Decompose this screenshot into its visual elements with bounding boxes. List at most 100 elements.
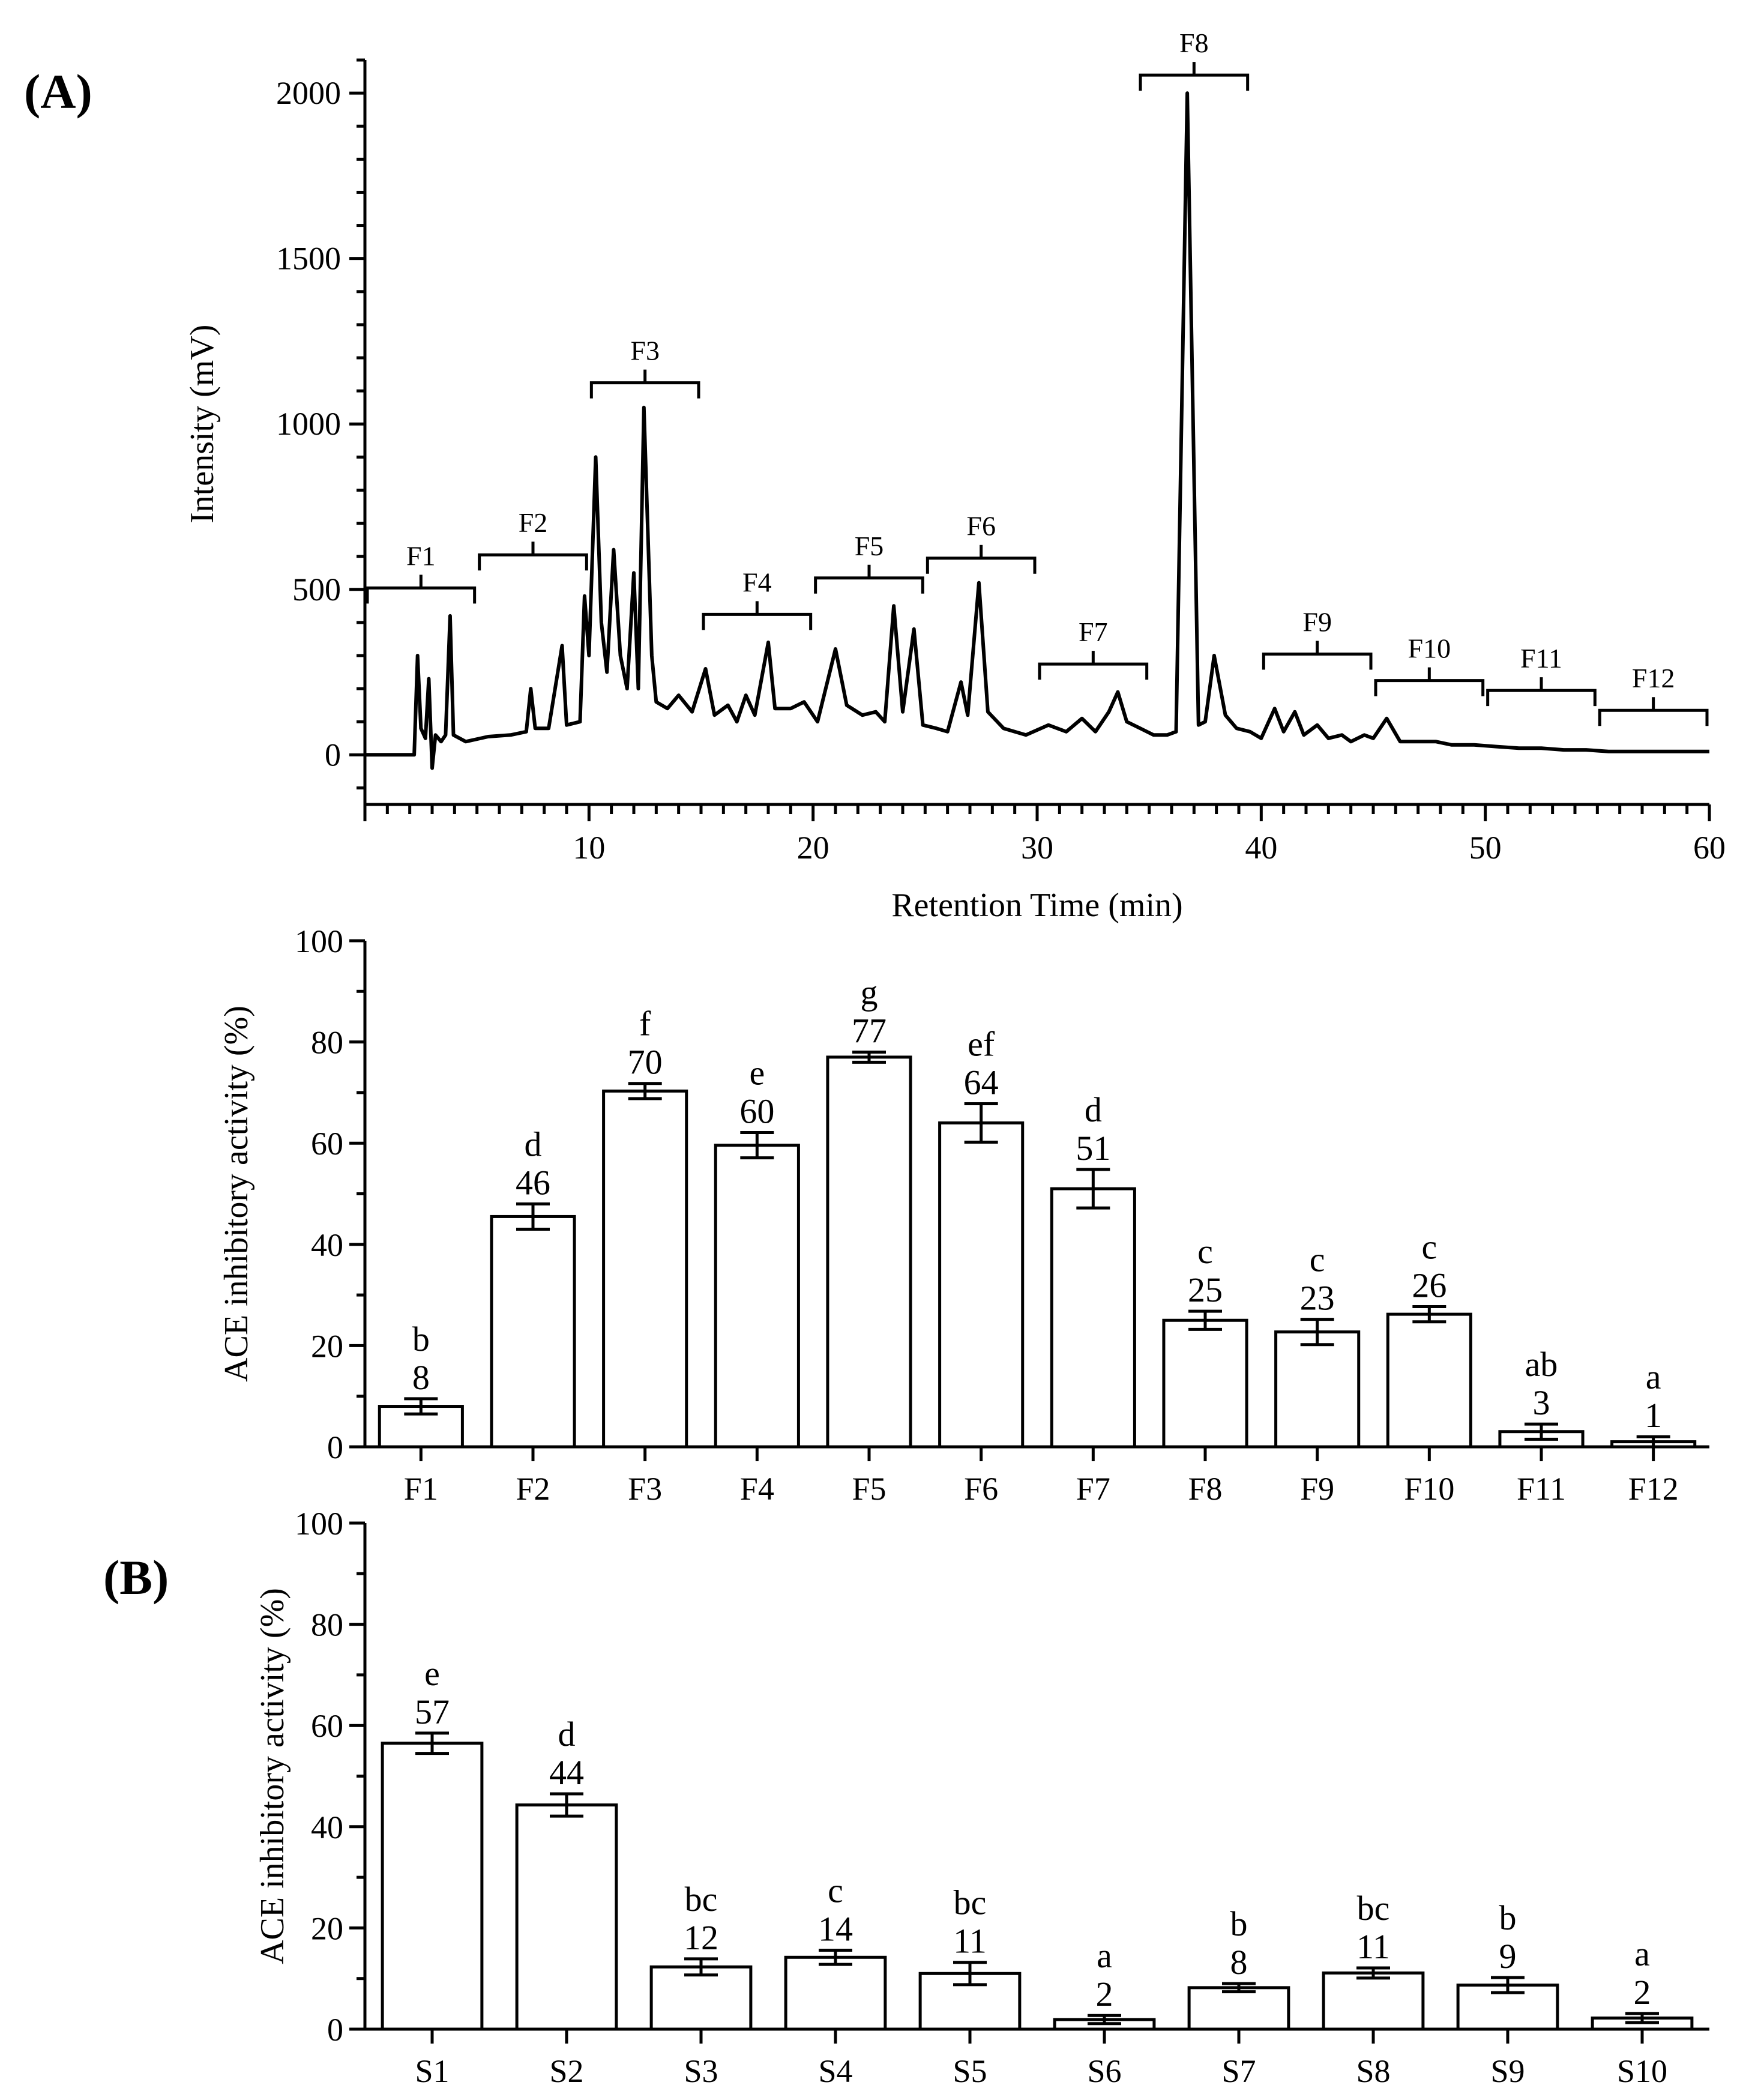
significance-letter: c bbox=[1197, 1232, 1213, 1271]
y-tick-label: 60 bbox=[311, 1708, 343, 1744]
x-tick-label: S3 bbox=[684, 2053, 718, 2089]
data-label: 51 bbox=[1076, 1129, 1110, 1168]
fraction-bracket bbox=[814, 564, 924, 594]
data-label: 77 bbox=[852, 1011, 887, 1050]
fraction-label: F12 bbox=[1632, 663, 1675, 693]
significance-letter: d bbox=[558, 1715, 576, 1754]
data-label: 11 bbox=[953, 1922, 987, 1961]
data-label: 64 bbox=[964, 1063, 999, 1102]
fraction-bracket bbox=[926, 545, 1037, 574]
fraction-label: F11 bbox=[1520, 643, 1562, 674]
data-label: 26 bbox=[1412, 1266, 1446, 1305]
x-tick-label: F10 bbox=[1404, 1471, 1454, 1507]
x-tick-label: F7 bbox=[1076, 1471, 1110, 1507]
significance-letter: f bbox=[639, 1004, 651, 1043]
bar bbox=[381, 1742, 484, 2031]
fraction-label: F7 bbox=[1079, 617, 1108, 647]
x-tick-label: F2 bbox=[516, 1471, 550, 1507]
x-tick-label: 10 bbox=[573, 830, 605, 866]
significance-letter: c bbox=[1310, 1240, 1325, 1279]
significance-letter: bc bbox=[954, 1883, 987, 1922]
fraction-bracket bbox=[1598, 697, 1709, 726]
x-tick-label: F12 bbox=[1628, 1471, 1679, 1507]
y-axis-title: ACE inhibitory activity (%) bbox=[218, 1006, 255, 1382]
panel-label: (A) bbox=[24, 64, 92, 119]
data-label: 2 bbox=[1096, 1975, 1113, 2014]
x-tick-label: F5 bbox=[852, 1471, 886, 1507]
significance-letter: b bbox=[1230, 1904, 1248, 1943]
x-tick-label: S1 bbox=[415, 2053, 449, 2089]
y-tick-label: 1500 bbox=[276, 241, 341, 277]
x-tick-label: S2 bbox=[549, 2053, 583, 2089]
fraction-label: F5 bbox=[855, 531, 884, 561]
fraction-label: F1 bbox=[406, 540, 436, 571]
bar bbox=[784, 1955, 887, 2031]
y-axis-title: Intensity (mV) bbox=[184, 325, 221, 523]
y-axis-title: ACE inhibitory activity (%) bbox=[254, 1588, 291, 1964]
data-label: 11 bbox=[1356, 1927, 1390, 1966]
data-label: 12 bbox=[684, 1918, 718, 1957]
fraction-label: F4 bbox=[742, 567, 772, 597]
chromatogram-panel: (A) 0 500 1000 1500 2000 10 20 30 40 50 60 Retention… bbox=[24, 28, 1726, 924]
significance-letter: bc bbox=[685, 1880, 718, 1919]
significance-letter: e bbox=[749, 1053, 765, 1092]
data-label: 8 bbox=[1230, 1943, 1248, 1982]
data-label: 9 bbox=[1499, 1937, 1517, 1976]
data-label: 60 bbox=[739, 1091, 774, 1130]
fraction-label: F3 bbox=[630, 336, 660, 366]
bar bbox=[1322, 1971, 1425, 2031]
data-label: 70 bbox=[628, 1043, 663, 1082]
chromatogram-line bbox=[365, 91, 1709, 770]
x-tick-label: S9 bbox=[1490, 2053, 1525, 2089]
x-tick-label: S5 bbox=[953, 2053, 987, 2089]
x-axis-title: Retention Time (min) bbox=[891, 887, 1182, 924]
fraction-bracket bbox=[589, 369, 700, 399]
significance-letter: ef bbox=[968, 1024, 995, 1063]
significance-letter: bc bbox=[1357, 1889, 1390, 1928]
fraction-label: F10 bbox=[1408, 633, 1451, 664]
fraction-label: F6 bbox=[966, 511, 996, 542]
fraction-label: F9 bbox=[1302, 607, 1332, 638]
x-tick-label: F9 bbox=[1300, 1471, 1334, 1507]
x-tick-label: F6 bbox=[964, 1471, 998, 1507]
y-tick-label: 0 bbox=[327, 1429, 343, 1465]
bar bbox=[826, 1055, 912, 1449]
x-tick-label: F8 bbox=[1188, 1471, 1222, 1507]
x-tick-label: 50 bbox=[1469, 830, 1502, 866]
y-tick-label: 500 bbox=[292, 572, 341, 608]
fraction-label: F2 bbox=[519, 507, 548, 538]
y-tick-label: 40 bbox=[311, 1227, 343, 1263]
fraction-bracket bbox=[1262, 641, 1373, 670]
bar bbox=[515, 1803, 618, 2031]
fraction-bracket bbox=[1139, 62, 1250, 91]
fraction-bracket bbox=[478, 542, 588, 571]
significance-letter: d bbox=[1085, 1090, 1102, 1129]
fraction-bracket bbox=[702, 601, 813, 630]
significance-letter: b bbox=[412, 1320, 430, 1359]
x-tick-label: F1 bbox=[404, 1471, 438, 1507]
fraction-bracket bbox=[1486, 677, 1597, 707]
data-label: 14 bbox=[818, 1909, 853, 1948]
x-tick-label: F3 bbox=[628, 1471, 662, 1507]
y-tick-label: 100 bbox=[295, 923, 343, 959]
bar bbox=[1187, 1986, 1290, 2031]
x-tick-label: S4 bbox=[818, 2053, 852, 2089]
data-label: 2 bbox=[1634, 1973, 1651, 2012]
fraction-bracket bbox=[1038, 651, 1149, 680]
bar bbox=[602, 1089, 688, 1449]
significance-letter: a bbox=[1097, 1936, 1112, 1975]
bar bbox=[1162, 1318, 1248, 1449]
y-tick-label: 0 bbox=[325, 737, 341, 773]
x-tick-label: F11 bbox=[1517, 1471, 1566, 1507]
x-tick-label: S6 bbox=[1087, 2053, 1121, 2089]
x-tick-label: S8 bbox=[1356, 2053, 1390, 2089]
y-tick-label: 40 bbox=[311, 1809, 343, 1845]
y-tick-label: 100 bbox=[295, 1506, 343, 1542]
x-tick-label: F4 bbox=[740, 1471, 774, 1507]
significance-letter: g bbox=[861, 973, 878, 1012]
data-label: 46 bbox=[516, 1163, 550, 1202]
bar bbox=[714, 1144, 800, 1449]
significance-letter: d bbox=[525, 1124, 542, 1163]
significance-letter: e bbox=[424, 1654, 440, 1693]
